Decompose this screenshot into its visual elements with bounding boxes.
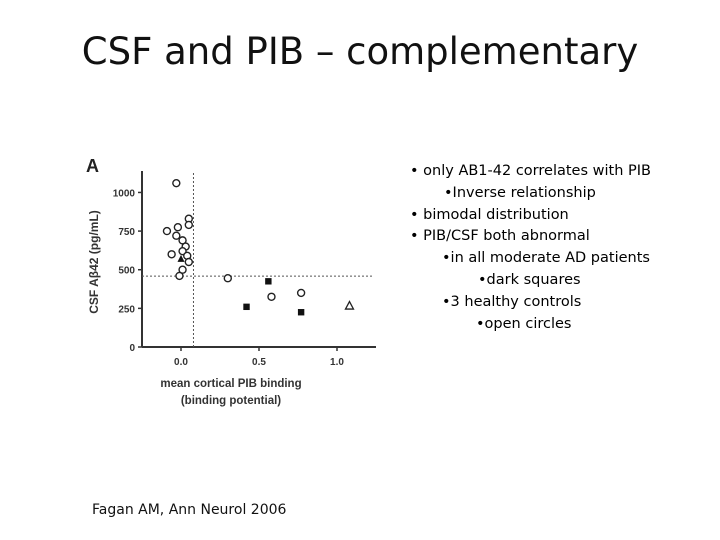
point-open-circle (175, 271, 184, 281)
bullet-healthy-controls: •3 healthy controls (442, 293, 582, 310)
point-open-circle (296, 288, 306, 298)
point-open-circle (223, 274, 233, 283)
scatter-figure: A 0 250 500 750 1000 0.0 0.5 1.0 mean cortical PI… (78, 148, 378, 418)
x-axis-label-sub: (binding potential) (181, 395, 281, 407)
y-tick-label: 750 (118, 227, 135, 238)
point-open-circle (184, 220, 194, 230)
bullet-inverse-relationship: •Inverse relationship (444, 184, 596, 201)
point-filled-square (297, 309, 305, 316)
x-tick-label: 0.0 (174, 357, 188, 368)
bullet-dark-squares: •dark squares (478, 271, 581, 288)
point-open-circle (167, 250, 176, 259)
point-filled-triangle (177, 254, 185, 262)
citation-year: 2006 (250, 502, 287, 518)
x-tick-label: 1.0 (330, 357, 344, 368)
point-open-circle (162, 226, 172, 236)
bullet-open-circles: •open circles (476, 315, 572, 332)
bullet-list: • only AB1-42 correlates with PIB •Inver… (396, 161, 716, 335)
bullet-both-abnormal: • PIB/CSF both abnormal (410, 228, 590, 245)
point-open-circle (267, 292, 276, 301)
y-tick-label: 500 (118, 266, 135, 277)
citation: Fagan AM, Ann Neurol 2006 (92, 502, 286, 518)
slide-title: CSF and PIB – complementary (81, 30, 639, 73)
x-tick-label: 0.5 (252, 357, 266, 368)
citation-author: Fagan AM, Ann Neurol (92, 502, 247, 518)
y-axis-label: CSF Aβ42 (pg/mL) (87, 210, 101, 314)
bullet-bimodal: • bimodal distribution (410, 206, 569, 223)
point-open-triangle (344, 300, 355, 310)
bullet-ab42-correlation: • only AB1-42 correlates with PIB (410, 163, 651, 179)
point-open-circle (172, 178, 181, 188)
y-tick-label: 250 (118, 304, 135, 315)
scatter-chart: A 0 250 500 750 1000 0.0 0.5 1.0 mean cortical PI… (86, 156, 376, 407)
panel-label: A (86, 156, 99, 176)
point-filled-square (243, 303, 250, 311)
y-tick-label: 0 (129, 343, 135, 354)
point-open-circle (172, 231, 181, 240)
y-tick-label: 1000 (113, 188, 136, 199)
point-open-circle (173, 223, 183, 232)
point-filled-square (265, 278, 272, 285)
point-open-circle (184, 257, 194, 267)
bullet-moderate-ad: •in all moderate AD patients (442, 250, 650, 267)
x-axis-label: mean cortical PIB binding (160, 378, 301, 390)
